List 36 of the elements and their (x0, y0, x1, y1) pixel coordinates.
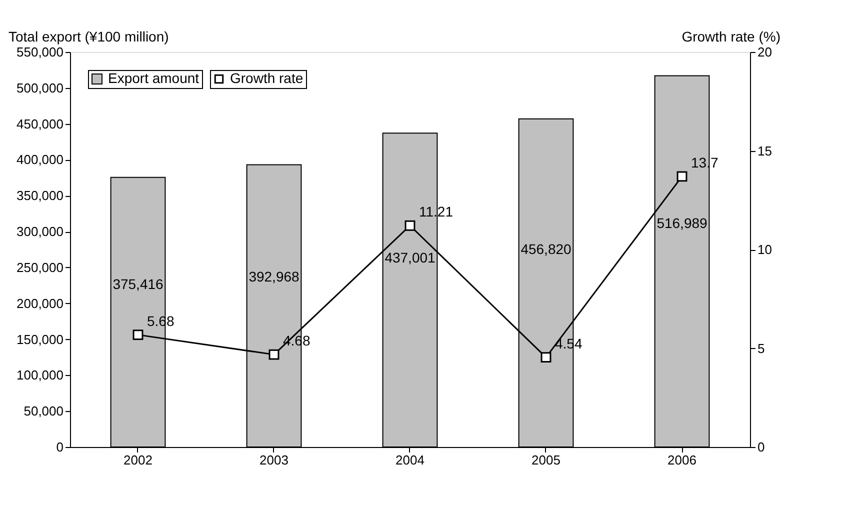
x-tick-label: 2005 (532, 452, 560, 468)
y-tick-label: 200,000 (16, 296, 64, 311)
y2-tick-label: 0 (758, 440, 765, 454)
x-tick-label: 2004 (396, 452, 424, 468)
y-tick-label: 100,000 (16, 368, 64, 383)
x-tick-label: 2006 (668, 452, 696, 468)
data-label: 392,968 (248, 268, 300, 285)
y-tick-label: 400,000 (16, 152, 64, 168)
y2-tick-label: 5 (758, 340, 765, 356)
point (404, 220, 416, 231)
y-tick-label: 450,000 (16, 116, 64, 132)
y-tick-label: 550,000 (16, 44, 64, 60)
data-label: 456,820 (520, 241, 572, 258)
data-label: 516,989 (656, 215, 708, 232)
y2-tick-label: 10 (758, 242, 772, 257)
y-tick-label: 150,000 (16, 332, 64, 347)
data-label: 375,416 (112, 276, 164, 292)
y-tick-label: 300,000 (16, 224, 64, 240)
legend-label: Export amount (108, 70, 200, 86)
point (676, 171, 688, 182)
y2-tick-label: 15 (758, 143, 772, 158)
point (132, 330, 144, 340)
y-tick-label: 500,000 (16, 80, 64, 96)
legend-label: Growth rate (230, 70, 304, 86)
data-label: 437,001 (384, 250, 436, 266)
y-tick-label: 50,000 (24, 404, 64, 419)
y-tick-label: 0 (56, 440, 64, 454)
point (540, 352, 552, 363)
y2-axis-title: Growth rate (%) (682, 28, 780, 44)
y2-tick-label: 20 (758, 44, 772, 60)
x-tick-label: 2002 (124, 452, 152, 468)
y-tick-label: 250,000 (16, 260, 64, 275)
x-tick-label: 2003 (260, 452, 288, 468)
y-tick-label: 350,000 (16, 188, 64, 204)
point (268, 349, 280, 360)
y-axis-title: Total export (¥100 million) (8, 28, 169, 44)
